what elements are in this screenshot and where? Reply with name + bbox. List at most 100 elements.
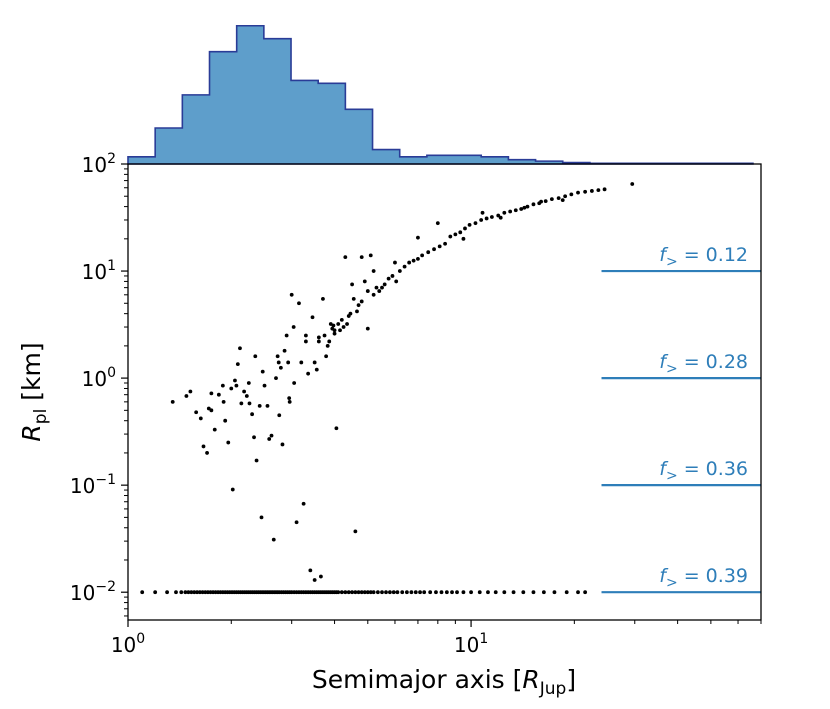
scatter-point: [346, 590, 351, 595]
y-tick-base: 10: [70, 474, 95, 498]
scatter-point: [416, 256, 420, 261]
y-axis-label-var: R: [17, 424, 46, 441]
y-tick-base: 10: [82, 367, 107, 391]
axis-labels: Semimajor axis [RJup] Rpl [km]: [17, 342, 576, 699]
scatter-point: [327, 339, 332, 344]
scatter-point: [539, 199, 543, 204]
y-tick-exp: 1: [107, 258, 116, 274]
scatter-point: [223, 418, 228, 423]
scatter-point: [339, 590, 344, 595]
scatter-point: [407, 260, 412, 265]
y-tick-base: 10: [82, 260, 107, 284]
scatter-point: [287, 396, 292, 401]
threshold-label: f> = 0.28: [659, 351, 748, 377]
scatter-point: [484, 216, 489, 221]
scatter-point: [467, 222, 472, 227]
scatter-point: [341, 325, 346, 329]
x-tick-exp: 0: [136, 631, 145, 647]
scatter-point: [390, 274, 395, 278]
scatter-point: [278, 365, 283, 370]
scatter-point: [525, 204, 530, 209]
scatter-point: [275, 354, 280, 359]
scatter-point: [238, 346, 242, 351]
scatter-point: [246, 381, 251, 385]
scatter-point: [480, 210, 485, 215]
scatter-point: [391, 590, 396, 595]
scatter-point: [479, 218, 484, 222]
scatter-point: [153, 590, 158, 595]
scatter-point: [289, 292, 294, 297]
threshold-label-sub: >: [666, 361, 678, 377]
threshold-label-sub: >: [666, 575, 678, 591]
scatter-point: [338, 328, 342, 333]
scatter-point: [216, 392, 221, 397]
scatter-point: [197, 590, 202, 595]
scatter-point: [519, 207, 524, 211]
scatter-point: [556, 196, 561, 201]
scatter-point: [402, 264, 407, 269]
scatter-point: [375, 590, 380, 595]
y-axis-label: Rpl [km]: [17, 342, 51, 441]
scatter-point: [332, 328, 337, 333]
scatter-point: [242, 389, 247, 394]
scatter-point: [549, 197, 554, 202]
scatter-point: [259, 515, 264, 520]
scatter-point: [359, 590, 364, 595]
threshold-label-var: f: [659, 244, 669, 266]
threshold-label: f> = 0.12: [659, 244, 748, 270]
scatter-point: [353, 590, 358, 595]
scatter-point: [174, 590, 178, 595]
scatter-point: [362, 279, 367, 284]
scatter-point: [332, 331, 337, 336]
scatter-point: [234, 383, 239, 388]
scatter-point: [312, 578, 317, 582]
scatter-point: [254, 458, 259, 463]
scatter-point: [521, 590, 526, 595]
scatter-point: [564, 590, 569, 595]
threshold-label-value: = 0.39: [678, 565, 748, 587]
scatter-point: [267, 437, 272, 441]
scatter-point: [502, 590, 507, 595]
scatter-point: [422, 590, 427, 595]
scatter-point: [426, 250, 431, 255]
scatter-point: [411, 258, 416, 263]
scatter-point: [377, 289, 382, 293]
scatter-point: [489, 215, 494, 219]
scatter-point: [359, 255, 364, 259]
scatter-point: [498, 215, 503, 220]
scatter-point: [362, 590, 367, 595]
x-axis-label: Semimajor axis [RJup]: [312, 665, 576, 699]
scatter-point: [250, 412, 255, 417]
scatter-point: [439, 590, 444, 595]
scatter-point: [257, 404, 262, 408]
scatter-point: [380, 590, 384, 595]
scatter-point: [428, 590, 433, 595]
scatter-point: [292, 381, 297, 385]
scatter-point: [596, 188, 601, 193]
scatter-point: [477, 590, 482, 595]
y-tick-exp: 2: [107, 151, 116, 167]
scatter-point: [448, 234, 453, 239]
scatter-point: [365, 326, 370, 331]
x-axis-label-text: Semimajor axis [: [312, 665, 522, 694]
scatter-point: [453, 232, 458, 237]
scatter-point: [437, 244, 442, 249]
scatter-point: [463, 226, 467, 231]
scatter-point: [334, 426, 339, 431]
scatter-point: [336, 322, 341, 326]
y-tick-label: 102: [82, 151, 116, 177]
x-axis-label-sub: Jup: [539, 679, 567, 699]
scatter-point: [220, 383, 225, 388]
threshold-label-var: f: [659, 351, 669, 373]
scatter-point: [508, 209, 513, 214]
scatter-point: [458, 230, 463, 235]
y-tick-base: 10: [70, 581, 95, 605]
scatter-point: [303, 333, 308, 338]
scatter-point: [205, 451, 209, 455]
y-tick-exp: −1: [95, 472, 116, 488]
scatter-point: [306, 371, 311, 376]
scatter-point: [353, 529, 358, 534]
scatter-point: [331, 323, 336, 328]
